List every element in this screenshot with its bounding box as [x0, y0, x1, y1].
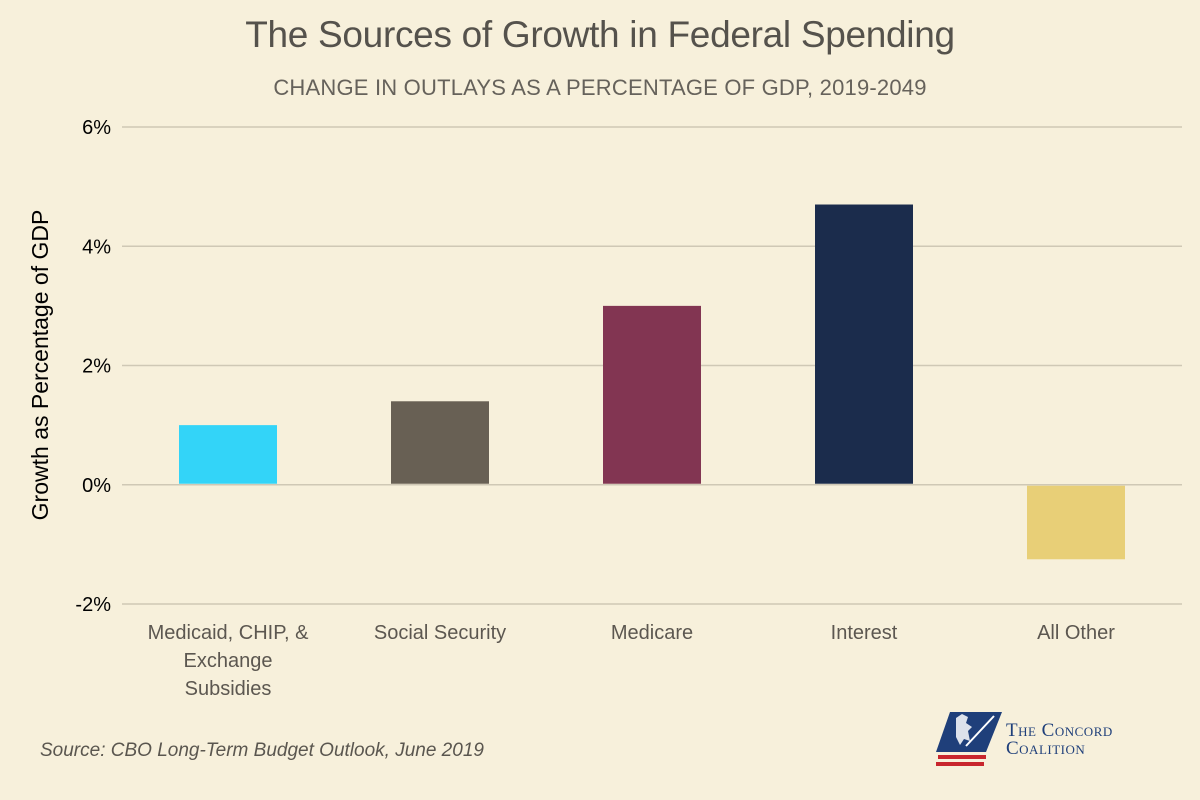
x-tick-label: Social Security: [374, 622, 506, 644]
x-tick-label: Medicaid, CHIP, & Exchange Subsidies: [148, 622, 309, 700]
minuteman-icon: [936, 712, 1002, 766]
y-tick-label: -2%: [75, 594, 111, 616]
bars: [179, 204, 1125, 560]
x-tick-label: All Other: [1037, 622, 1115, 644]
bar: [815, 204, 913, 484]
chart-title: The Sources of Growth in Federal Spendin…: [245, 14, 955, 55]
logo-line-2: Coalition: [1006, 738, 1086, 759]
y-tick-label: 6%: [82, 117, 111, 139]
concord-coalition-logo: The Concord Coalition: [936, 708, 1166, 770]
bar: [1027, 485, 1125, 560]
logo-wordmark: The Concord Coalition: [1006, 720, 1113, 759]
y-tick-label: 0%: [82, 475, 111, 497]
logo-line-1: The Concord: [1006, 720, 1113, 741]
x-tick-label: Medicare: [611, 622, 693, 644]
x-axis-ticks: Medicaid, CHIP, & Exchange Subsidies Social…: [148, 622, 1116, 700]
bar: [179, 425, 277, 484]
bar: [391, 401, 489, 484]
chart-subtitle: CHANGE IN OUTLAYS AS A PERCENTAGE OF GDP…: [273, 75, 927, 100]
y-tick-label: 2%: [82, 356, 111, 378]
y-axis-ticks: 6% 4% 2% 0% -2%: [75, 117, 111, 616]
source-note: Source: CBO Long-Term Budget Outlook, Ju…: [40, 740, 484, 761]
y-axis-label: Growth as Percentage of GDP: [27, 210, 53, 521]
y-tick-label: 4%: [82, 236, 111, 258]
bar-chart: 6% 4% 2% 0% -2% Medicaid, CHIP, & Exchange Sub…: [27, 117, 1182, 700]
x-tick-label: Interest: [831, 622, 898, 644]
bar: [603, 305, 701, 484]
